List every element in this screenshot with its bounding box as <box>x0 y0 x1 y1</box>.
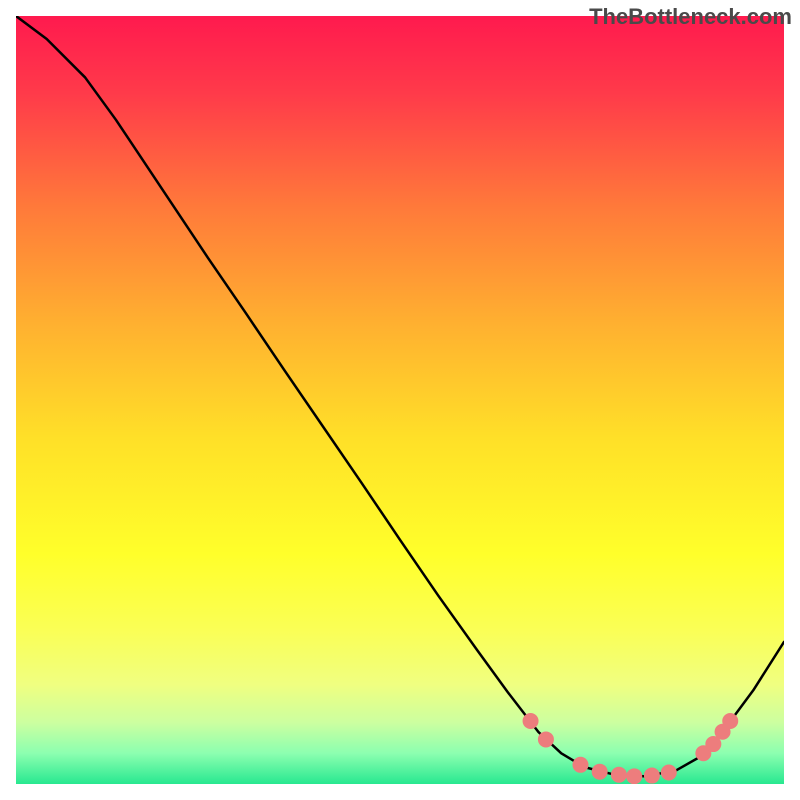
chart-curve-layer <box>16 16 784 784</box>
marker-point <box>572 757 588 773</box>
marker-point <box>722 713 738 729</box>
bottleneck-curve <box>16 16 784 776</box>
marker-point <box>661 764 677 780</box>
marker-point <box>538 731 554 747</box>
chart-container: TheBottleneck.com <box>0 0 800 800</box>
marker-point <box>523 713 539 729</box>
watermark-text: TheBottleneck.com <box>589 4 792 30</box>
marker-point <box>611 767 627 783</box>
marker-point <box>592 764 608 780</box>
marker-point <box>626 768 642 784</box>
marker-point <box>644 768 660 784</box>
